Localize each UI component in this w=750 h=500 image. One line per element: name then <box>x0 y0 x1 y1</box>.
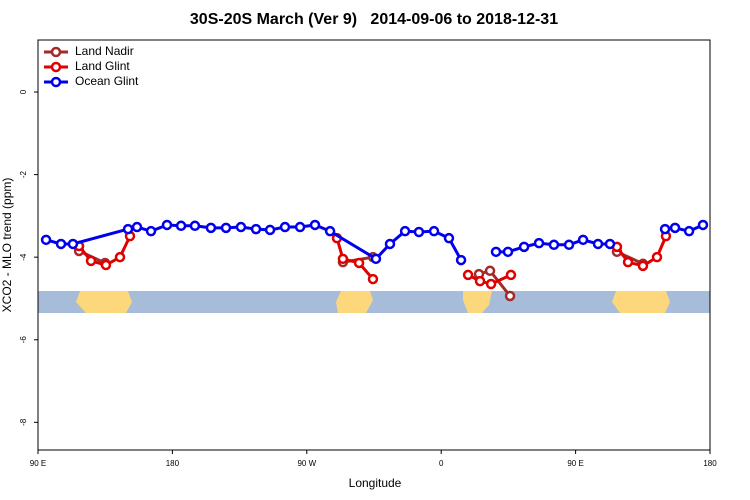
series <box>73 230 672 290</box>
point <box>324 225 336 237</box>
point <box>399 225 411 237</box>
point <box>622 256 634 268</box>
point <box>413 226 425 238</box>
point <box>85 255 97 267</box>
point <box>669 222 681 234</box>
point <box>697 219 709 231</box>
point <box>548 239 560 251</box>
point <box>384 238 396 250</box>
point <box>264 224 276 236</box>
series <box>40 219 709 266</box>
point <box>604 238 616 250</box>
x-axis-label: Longitude <box>349 476 402 490</box>
legend-marker <box>50 76 62 88</box>
point <box>145 225 157 237</box>
plot-frame <box>37 39 711 451</box>
point <box>294 221 306 233</box>
point <box>353 257 365 269</box>
x-tick-label: 90 E <box>567 459 583 468</box>
map-strip <box>38 291 710 313</box>
point <box>370 253 382 265</box>
legend-label: Land Glint <box>75 59 130 73</box>
point <box>250 223 262 235</box>
y-axis-label: XCO2 - MLO trend (ppm) <box>0 178 14 313</box>
point <box>484 265 496 277</box>
point <box>131 221 143 233</box>
point <box>337 253 349 265</box>
x-tick-label: 180 <box>166 459 180 468</box>
point <box>502 246 514 258</box>
point <box>428 225 440 237</box>
x-tick-label: 90 W <box>297 459 316 468</box>
point <box>485 278 497 290</box>
chart-title: 30S-20S March (Ver 9) 2014-09-06 to 2018… <box>190 11 558 28</box>
point <box>114 251 126 263</box>
legend-marker <box>50 61 62 73</box>
legend-marker <box>50 46 62 58</box>
point <box>577 234 589 246</box>
legend-label: Land Nadir <box>75 44 134 58</box>
point <box>55 238 67 250</box>
legend-label: Ocean Glint <box>75 74 139 88</box>
point <box>563 239 575 251</box>
point <box>235 221 247 233</box>
point <box>504 290 516 302</box>
x-tick-label: 0 <box>439 459 444 468</box>
point <box>651 251 663 263</box>
point <box>279 221 291 233</box>
point <box>518 241 530 253</box>
point <box>100 259 112 271</box>
y-tick-label: -8 <box>19 418 28 426</box>
point <box>505 269 517 281</box>
point <box>122 223 134 235</box>
point <box>455 254 467 266</box>
point <box>474 275 486 287</box>
point <box>40 234 52 246</box>
y-tick-label: -2 <box>19 171 28 179</box>
series-line <box>78 249 644 297</box>
point <box>637 260 649 272</box>
y-tick-label: -6 <box>19 336 28 344</box>
point <box>161 219 173 231</box>
point <box>462 269 474 281</box>
x-tick-label: 180 <box>703 459 717 468</box>
point <box>189 220 201 232</box>
point <box>205 222 217 234</box>
point <box>592 238 604 250</box>
x-tick-label: 90 E <box>30 459 46 468</box>
point <box>490 246 502 258</box>
point <box>659 223 671 235</box>
y-tick-label: 0 <box>19 89 28 94</box>
point <box>67 238 79 250</box>
point <box>367 273 379 285</box>
point <box>683 225 695 237</box>
point <box>220 222 232 234</box>
y-tick-label: -4 <box>19 253 28 261</box>
point <box>175 220 187 232</box>
point <box>309 219 321 231</box>
point <box>443 232 455 244</box>
point <box>533 237 545 249</box>
